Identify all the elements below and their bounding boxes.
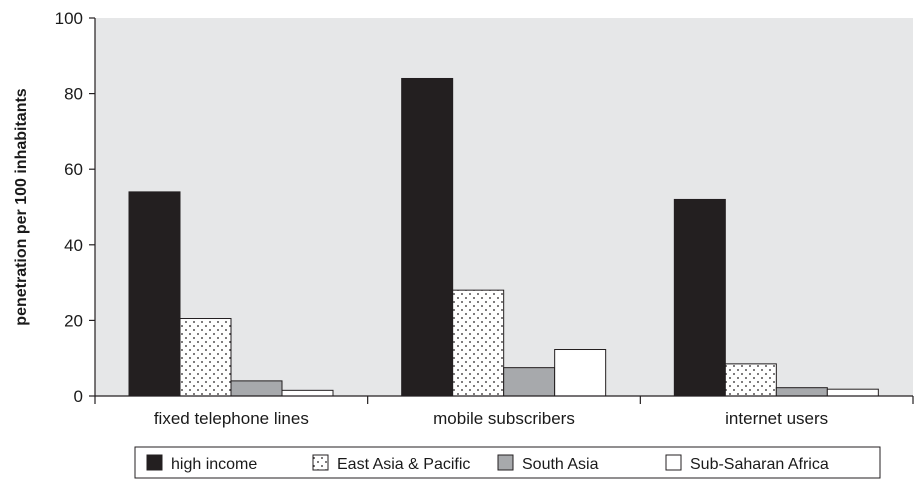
- y-tick-label-0: 0: [74, 387, 83, 406]
- y-tick-label-1: 20: [64, 311, 83, 330]
- bar-1-2: [724, 363, 777, 397]
- legend-label-1: East Asia & Pacific: [337, 456, 470, 473]
- legend-label-0: high income: [171, 456, 257, 473]
- x-category-label-1: mobile subscribers: [433, 409, 575, 428]
- y-axis-title: penetration per 100 inhabitants: [13, 88, 30, 325]
- y-tick-label-3: 60: [64, 160, 83, 179]
- y-tick-label-4: 80: [64, 85, 83, 104]
- legend-swatch-1: [312, 454, 329, 471]
- bar-2-0: [230, 380, 283, 397]
- bar-0-1: [401, 77, 454, 397]
- legend: high income East Asia & Pacific South Asia…: [134, 446, 881, 479]
- bar-1-1: [452, 289, 505, 397]
- bar-3-0: [281, 389, 334, 397]
- legend-label-3: Sub-Saharan Africa: [690, 456, 829, 473]
- bar-3-2: [826, 388, 879, 397]
- legend-swatch-3: [665, 454, 682, 471]
- bar-1-0: [179, 318, 232, 397]
- bar-3-1: [554, 349, 607, 397]
- x-category-label-0: fixed telephone lines: [154, 409, 309, 428]
- bars-group: [128, 77, 879, 397]
- legend-swatch-2: [497, 454, 514, 471]
- bar-2-2: [775, 387, 828, 397]
- bar-2-1: [503, 367, 556, 397]
- legend-label-2: South Asia: [522, 456, 599, 473]
- bar-0-0: [128, 191, 181, 397]
- y-tick-label-2: 40: [64, 236, 83, 255]
- x-category-label-2: internet users: [725, 409, 828, 428]
- bar-0-2: [673, 198, 726, 397]
- y-tick-label-5: 100: [55, 9, 83, 28]
- axes-group: 0 20 40 60 80 100 fixed telephone lines mobile …: [55, 9, 914, 428]
- legend-swatch-0: [146, 454, 163, 471]
